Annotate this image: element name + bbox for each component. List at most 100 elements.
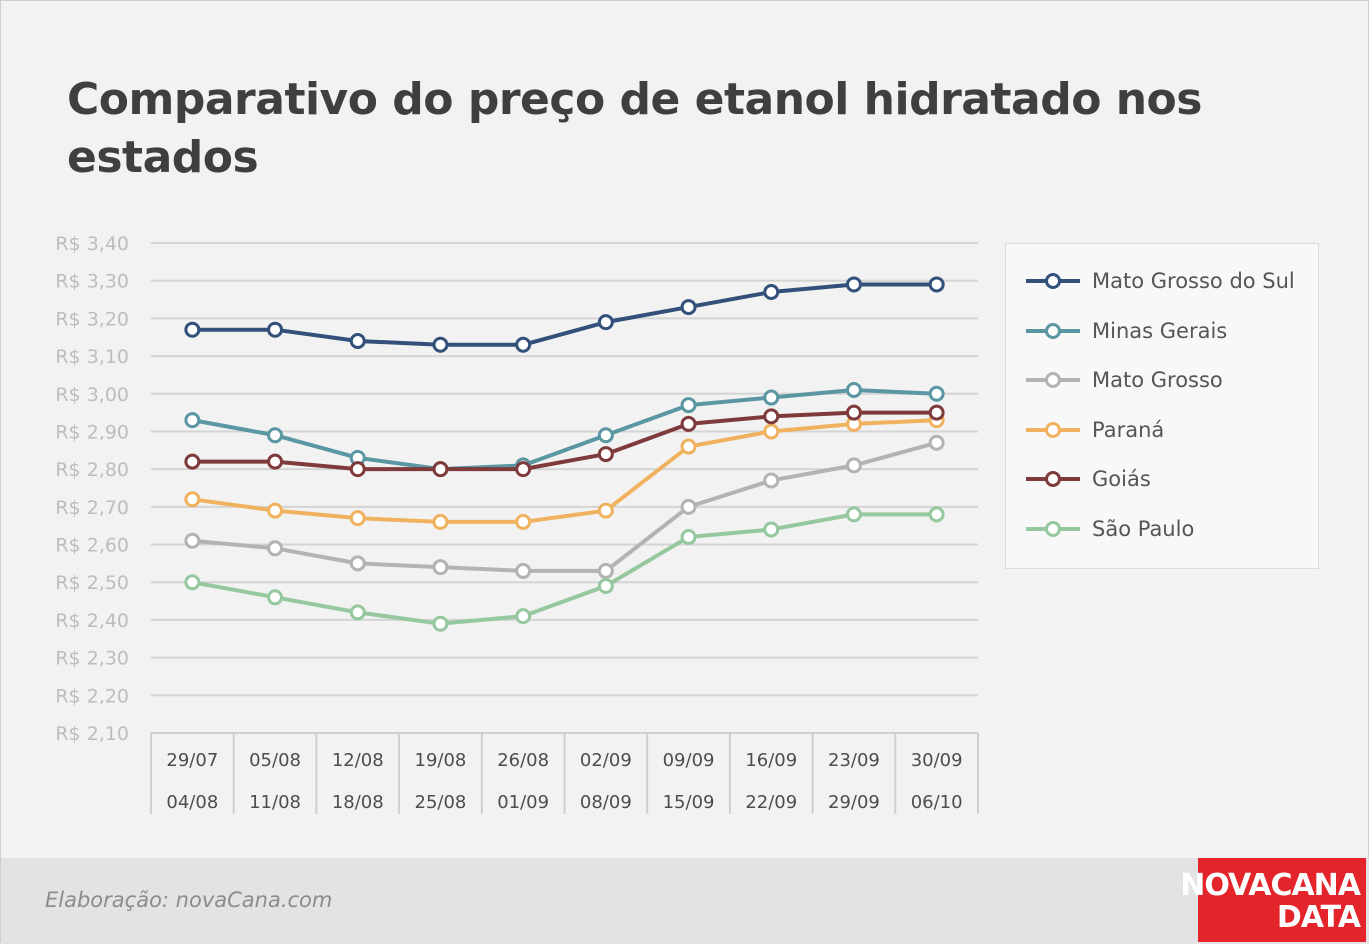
legend-item: Minas Gerais <box>1024 316 1227 346</box>
x-tick-label-start: 05/08 <box>249 750 301 771</box>
y-tick-label: R$ 2,60 <box>55 535 129 557</box>
data-point <box>680 397 697 414</box>
y-tick-label: R$ 3,40 <box>55 233 129 255</box>
footer: Elaboração: novaCana.com NOVACANA DATA <box>1 858 1369 944</box>
x-tick-label-start: 12/08 <box>332 750 384 771</box>
chart-title: Comparativo do preço de etanol hidratado… <box>67 74 1202 183</box>
x-tick-label-end: 22/09 <box>745 792 797 813</box>
x-tick-label-start: 09/09 <box>663 750 715 771</box>
data-point <box>845 382 862 398</box>
data-point <box>515 461 532 478</box>
data-point <box>349 604 366 621</box>
data-point <box>763 389 780 406</box>
x-tick-label-end: 29/09 <box>828 792 880 813</box>
legend-item: Paraná <box>1024 415 1164 445</box>
series-line <box>190 418 939 524</box>
brand-line1: NOVACANA <box>1180 868 1361 903</box>
legend-item: Goiás <box>1024 464 1151 494</box>
data-point <box>267 589 284 606</box>
data-point <box>928 404 945 421</box>
legend-label: São Paulo <box>1092 516 1195 541</box>
legend-swatch <box>1026 520 1080 537</box>
series-line <box>190 440 939 573</box>
data-point <box>349 461 366 478</box>
legend-swatch <box>1026 372 1080 388</box>
data-point <box>763 408 780 425</box>
data-point <box>515 562 532 579</box>
legend-swatch <box>1026 421 1080 438</box>
data-point <box>349 555 366 572</box>
data-point <box>928 434 945 451</box>
data-point <box>597 502 614 519</box>
y-tick-label: R$ 2,80 <box>55 459 129 481</box>
data-point <box>267 427 284 444</box>
y-tick-label: R$ 2,50 <box>55 572 129 594</box>
series-line <box>190 512 939 626</box>
x-tick-label-end: 08/09 <box>580 792 632 813</box>
data-point <box>349 333 366 349</box>
data-point <box>267 540 284 557</box>
data-point <box>432 336 449 353</box>
x-tick-label-start: 19/08 <box>415 750 467 771</box>
legend-label: Mato Grosso <box>1092 368 1223 392</box>
legend-label: Mato Grosso do Sul <box>1092 269 1295 293</box>
y-tick-label: R$ 2,10 <box>55 723 129 745</box>
data-point <box>432 615 449 632</box>
x-tick-label-start: 26/08 <box>497 750 549 771</box>
chart-legend: Mato Grosso do Sul Minas Gerais Mato Gross… <box>1005 243 1319 569</box>
data-point <box>597 578 614 594</box>
data-point <box>597 314 614 331</box>
data-point <box>680 299 697 316</box>
legend-label: Paraná <box>1092 417 1165 442</box>
data-point <box>184 574 201 591</box>
brand-line2: DATA <box>1276 900 1361 935</box>
y-tick-label: R$ 2,90 <box>55 421 129 443</box>
data-point <box>267 502 284 519</box>
x-tick-label-end: 01/09 <box>497 792 549 813</box>
data-point <box>267 453 284 470</box>
legend-item: Mato Grosso do Sul <box>1024 266 1295 296</box>
x-tick-label-start: 23/09 <box>828 750 880 771</box>
x-tick-label-end: 25/08 <box>415 792 467 813</box>
series-line <box>190 410 939 472</box>
data-point <box>845 404 862 421</box>
data-point <box>597 446 614 463</box>
data-point <box>763 284 780 300</box>
data-point <box>267 321 284 338</box>
data-point <box>184 453 201 470</box>
legend-swatch <box>1026 471 1080 487</box>
data-point <box>928 506 945 523</box>
data-point <box>845 276 862 293</box>
data-point <box>763 521 780 538</box>
x-tick-label-end: 18/08 <box>332 792 384 813</box>
series-line <box>190 388 939 472</box>
x-tick-label-start: 30/09 <box>911 750 963 771</box>
data-point <box>845 506 862 523</box>
credit-text: Elaboração: novaCana.com <box>45 888 333 912</box>
data-point <box>184 412 201 429</box>
legend-swatch <box>1026 273 1080 289</box>
legend-label: Minas Gerais <box>1092 318 1228 343</box>
data-point <box>432 461 449 478</box>
data-point <box>680 415 697 432</box>
y-tick-label: R$ 3,20 <box>55 308 129 330</box>
data-point <box>184 491 201 508</box>
y-tick-label: R$ 3,00 <box>55 384 129 406</box>
y-tick-label: R$ 3,10 <box>55 346 129 368</box>
data-point <box>184 321 201 338</box>
data-point <box>763 423 780 440</box>
x-tick-label-end: 11/08 <box>249 792 301 813</box>
y-tick-label: R$ 2,40 <box>55 610 129 632</box>
line-chart: R$ 3,40 R$ 3,30 R$ 3,20 R$ 3,10 R$ 3,00 R$ 2,… <box>55 233 979 814</box>
x-tick-label-start: 16/09 <box>745 750 797 771</box>
data-point <box>349 510 366 527</box>
data-point <box>515 336 532 353</box>
series-line <box>190 282 939 347</box>
data-point <box>928 276 945 293</box>
data-point <box>597 562 614 579</box>
y-tick-label: R$ 2,70 <box>55 497 129 519</box>
y-tick-label: R$ 2,30 <box>55 648 129 670</box>
legend-label: Goiás <box>1092 467 1151 491</box>
y-tick-label: R$ 3,30 <box>55 271 129 293</box>
